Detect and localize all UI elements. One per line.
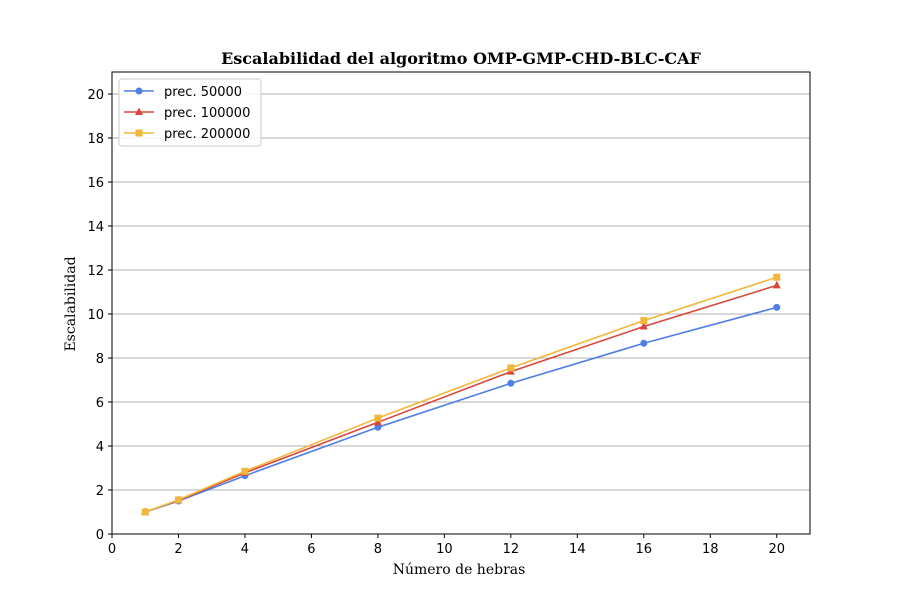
data-point xyxy=(141,508,149,516)
legend-label: prec. 50000 xyxy=(164,85,242,100)
legend-label: prec. 200000 xyxy=(164,127,250,142)
data-point xyxy=(773,303,781,311)
x-axis-label: Número de hebras xyxy=(393,562,526,578)
x-tick-label: 18 xyxy=(702,542,719,557)
x-tick-label: 14 xyxy=(569,542,586,557)
series-2 xyxy=(141,280,781,515)
data-point xyxy=(640,317,648,325)
legend-item: prec. 100000 xyxy=(124,106,250,121)
data-point xyxy=(174,496,182,504)
x-tick-label: 10 xyxy=(436,542,453,557)
legend-label: prec. 100000 xyxy=(164,106,250,121)
data-point xyxy=(772,280,781,289)
x-axis: 0 2 4 6 8 10 12 14 16 18 20 xyxy=(108,534,785,557)
legend: prec. 50000 prec. 100000 prec. 200000 xyxy=(118,78,262,147)
y-tick-label: 20 xyxy=(87,88,104,103)
y-tick-label: 4 xyxy=(96,440,104,455)
data-point xyxy=(374,414,382,422)
data-point xyxy=(507,379,515,387)
legend-marker xyxy=(135,87,143,95)
legend-item: prec. 50000 xyxy=(124,85,242,100)
y-tick-label: 10 xyxy=(87,308,104,323)
x-tick-label: 6 xyxy=(307,542,315,557)
y-tick-label: 6 xyxy=(96,396,104,411)
plot-frame xyxy=(111,71,811,535)
x-tick-label: 8 xyxy=(374,542,382,557)
series-layer xyxy=(141,273,781,516)
legend-marker xyxy=(135,129,143,137)
legend-box xyxy=(118,78,262,147)
y-tick-label: 14 xyxy=(87,220,104,235)
series-line xyxy=(144,306,777,513)
x-tick-label: 16 xyxy=(636,542,653,557)
x-tick-label: 2 xyxy=(174,542,182,557)
y-tick-label: 0 xyxy=(96,528,104,543)
y-tick-label: 12 xyxy=(87,264,104,279)
data-point xyxy=(639,322,648,330)
x-tick-label: 12 xyxy=(503,542,520,557)
y-tick-label: 8 xyxy=(96,352,104,367)
data-point xyxy=(773,273,781,281)
x-tick-label: 4 xyxy=(241,542,249,557)
data-point xyxy=(241,467,249,475)
data-point xyxy=(640,339,648,347)
y-tick-label: 18 xyxy=(87,132,104,147)
legend-marker xyxy=(135,107,143,115)
data-point xyxy=(507,364,515,372)
x-tick-label: 0 xyxy=(108,542,116,557)
data-point xyxy=(374,423,382,431)
x-tick-label: 20 xyxy=(768,542,785,557)
y-axis: 0 2 4 6 8 10 12 14 16 18 20 xyxy=(87,88,112,543)
y-tick-label: 16 xyxy=(87,176,104,191)
grid xyxy=(112,93,810,491)
series-1 xyxy=(141,303,781,516)
chart-title: Escalabilidad del algoritmo OMP-GMP-CHD-… xyxy=(221,49,701,68)
legend-item: prec. 200000 xyxy=(124,127,250,142)
series-3 xyxy=(141,273,781,516)
y-tick-label: 2 xyxy=(96,484,104,499)
y-axis-label: Escalabilidad xyxy=(63,256,79,351)
